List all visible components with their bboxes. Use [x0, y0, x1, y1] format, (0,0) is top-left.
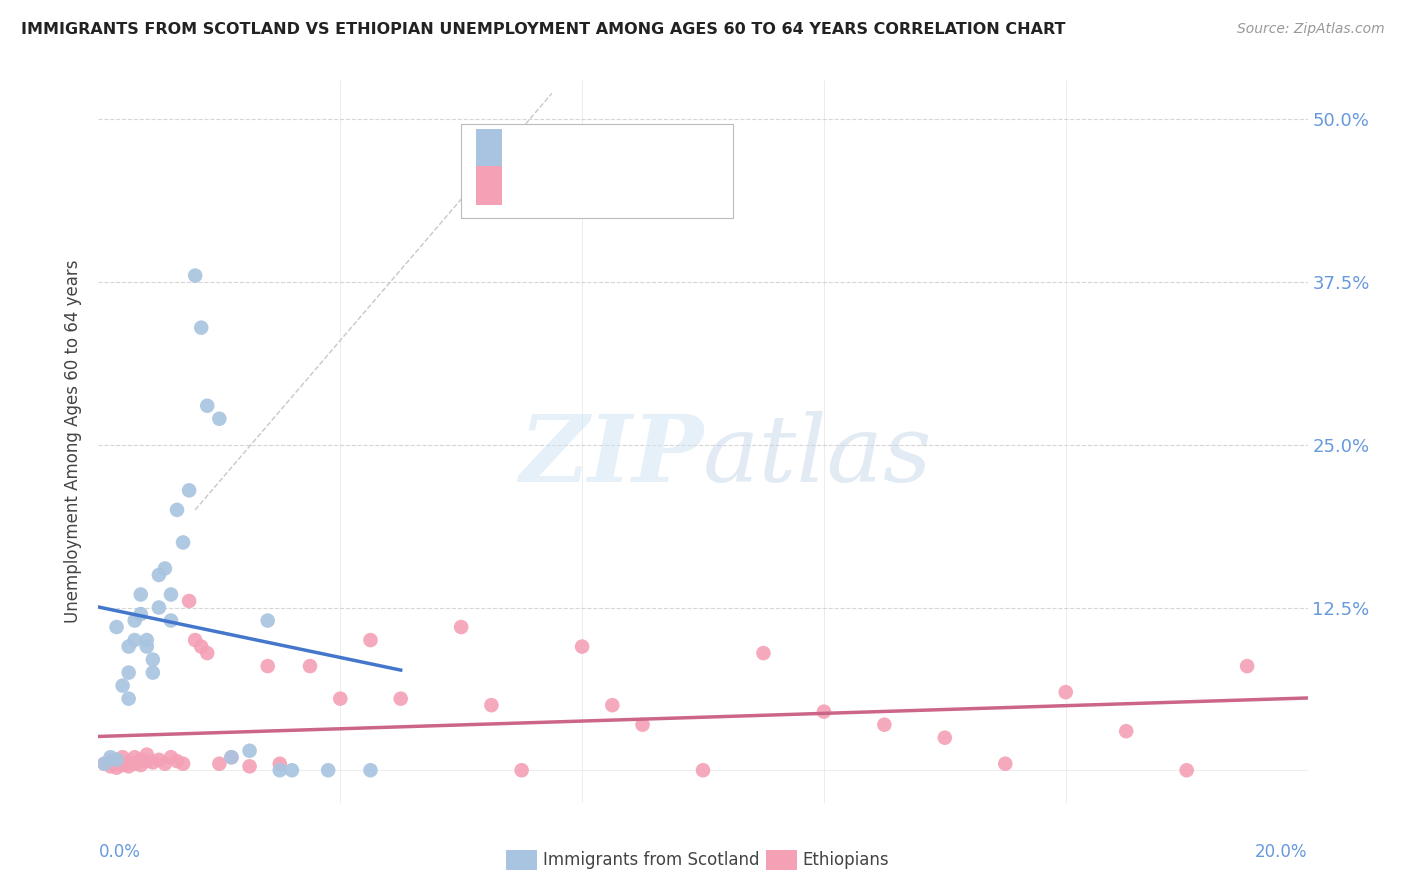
Point: [184, 633, 207, 648]
Point: [1054, 685, 1077, 699]
Point: [100, 750, 122, 764]
Point: [105, 761, 128, 775]
Point: [256, 614, 278, 628]
Point: [166, 503, 188, 517]
Point: [111, 758, 134, 772]
Point: [208, 756, 231, 771]
Point: [142, 756, 165, 770]
Text: 20.0%: 20.0%: [1256, 843, 1308, 861]
Point: [93, 756, 115, 771]
Text: R =  0.082   N = 50: R = 0.082 N = 50: [510, 177, 702, 194]
Point: [129, 587, 152, 601]
Point: [105, 753, 128, 767]
Text: atlas: atlas: [703, 411, 932, 501]
Text: Source: ZipAtlas.com: Source: ZipAtlas.com: [1237, 22, 1385, 37]
Point: [179, 594, 201, 608]
Point: [631, 717, 654, 731]
Point: [360, 633, 382, 648]
Point: [153, 561, 176, 575]
Point: [142, 665, 165, 680]
Point: [124, 614, 146, 628]
Point: [450, 620, 472, 634]
Point: [269, 764, 291, 778]
Point: [389, 691, 412, 706]
Point: [166, 754, 188, 768]
Point: [172, 756, 194, 771]
Point: [118, 756, 141, 770]
Point: [239, 759, 262, 773]
Point: [1115, 724, 1137, 739]
Text: 0.0%: 0.0%: [98, 843, 141, 861]
Point: [111, 679, 134, 693]
Point: [100, 759, 122, 773]
Point: [692, 764, 714, 778]
Point: [239, 744, 262, 758]
Point: [190, 640, 212, 654]
Point: [934, 731, 956, 745]
Point: [124, 756, 146, 771]
Text: R =  0.461   N = 35: R = 0.461 N = 35: [510, 140, 702, 158]
Point: [299, 659, 322, 673]
Point: [221, 750, 243, 764]
Point: [118, 759, 141, 773]
Point: [602, 698, 624, 713]
Point: [172, 535, 194, 549]
Point: [1236, 659, 1258, 673]
Point: [135, 754, 157, 768]
FancyBboxPatch shape: [475, 129, 502, 169]
Point: [118, 665, 141, 680]
Point: [160, 614, 183, 628]
Point: [105, 753, 128, 767]
Point: [135, 633, 157, 648]
Point: [179, 483, 201, 498]
Point: [129, 758, 152, 772]
Point: [195, 646, 218, 660]
Point: [124, 750, 146, 764]
Point: [269, 756, 291, 771]
Point: [124, 633, 146, 648]
Point: [752, 646, 775, 660]
Point: [148, 753, 170, 767]
Point: [510, 764, 533, 778]
Point: [142, 652, 165, 666]
Point: [135, 640, 157, 654]
Point: [221, 750, 243, 764]
Point: [360, 764, 382, 778]
Point: [129, 753, 152, 767]
Point: [195, 399, 218, 413]
Point: [208, 411, 231, 425]
Point: [105, 620, 128, 634]
Point: [316, 764, 339, 778]
Point: [118, 640, 141, 654]
FancyBboxPatch shape: [461, 124, 734, 218]
Point: [100, 754, 122, 768]
Point: [329, 691, 352, 706]
FancyBboxPatch shape: [475, 166, 502, 205]
Text: ZIP: ZIP: [519, 411, 703, 501]
Point: [813, 705, 835, 719]
Point: [111, 750, 134, 764]
Point: [281, 764, 304, 778]
Point: [135, 747, 157, 762]
Point: [153, 756, 176, 771]
Point: [184, 268, 207, 283]
Point: [190, 320, 212, 334]
Point: [994, 756, 1017, 771]
Point: [571, 640, 593, 654]
Point: [148, 600, 170, 615]
Point: [129, 607, 152, 621]
Point: [256, 659, 278, 673]
Point: [93, 756, 115, 771]
Point: [481, 698, 503, 713]
Y-axis label: Unemployment Among Ages 60 to 64 years: Unemployment Among Ages 60 to 64 years: [65, 260, 83, 624]
Point: [160, 587, 183, 601]
Text: Ethiopians: Ethiopians: [803, 851, 890, 869]
Point: [118, 691, 141, 706]
Point: [873, 717, 896, 731]
Point: [1175, 764, 1198, 778]
Text: Immigrants from Scotland: Immigrants from Scotland: [543, 851, 759, 869]
Point: [160, 750, 183, 764]
Text: IMMIGRANTS FROM SCOTLAND VS ETHIOPIAN UNEMPLOYMENT AMONG AGES 60 TO 64 YEARS COR: IMMIGRANTS FROM SCOTLAND VS ETHIOPIAN UN…: [21, 22, 1066, 37]
Point: [148, 568, 170, 582]
